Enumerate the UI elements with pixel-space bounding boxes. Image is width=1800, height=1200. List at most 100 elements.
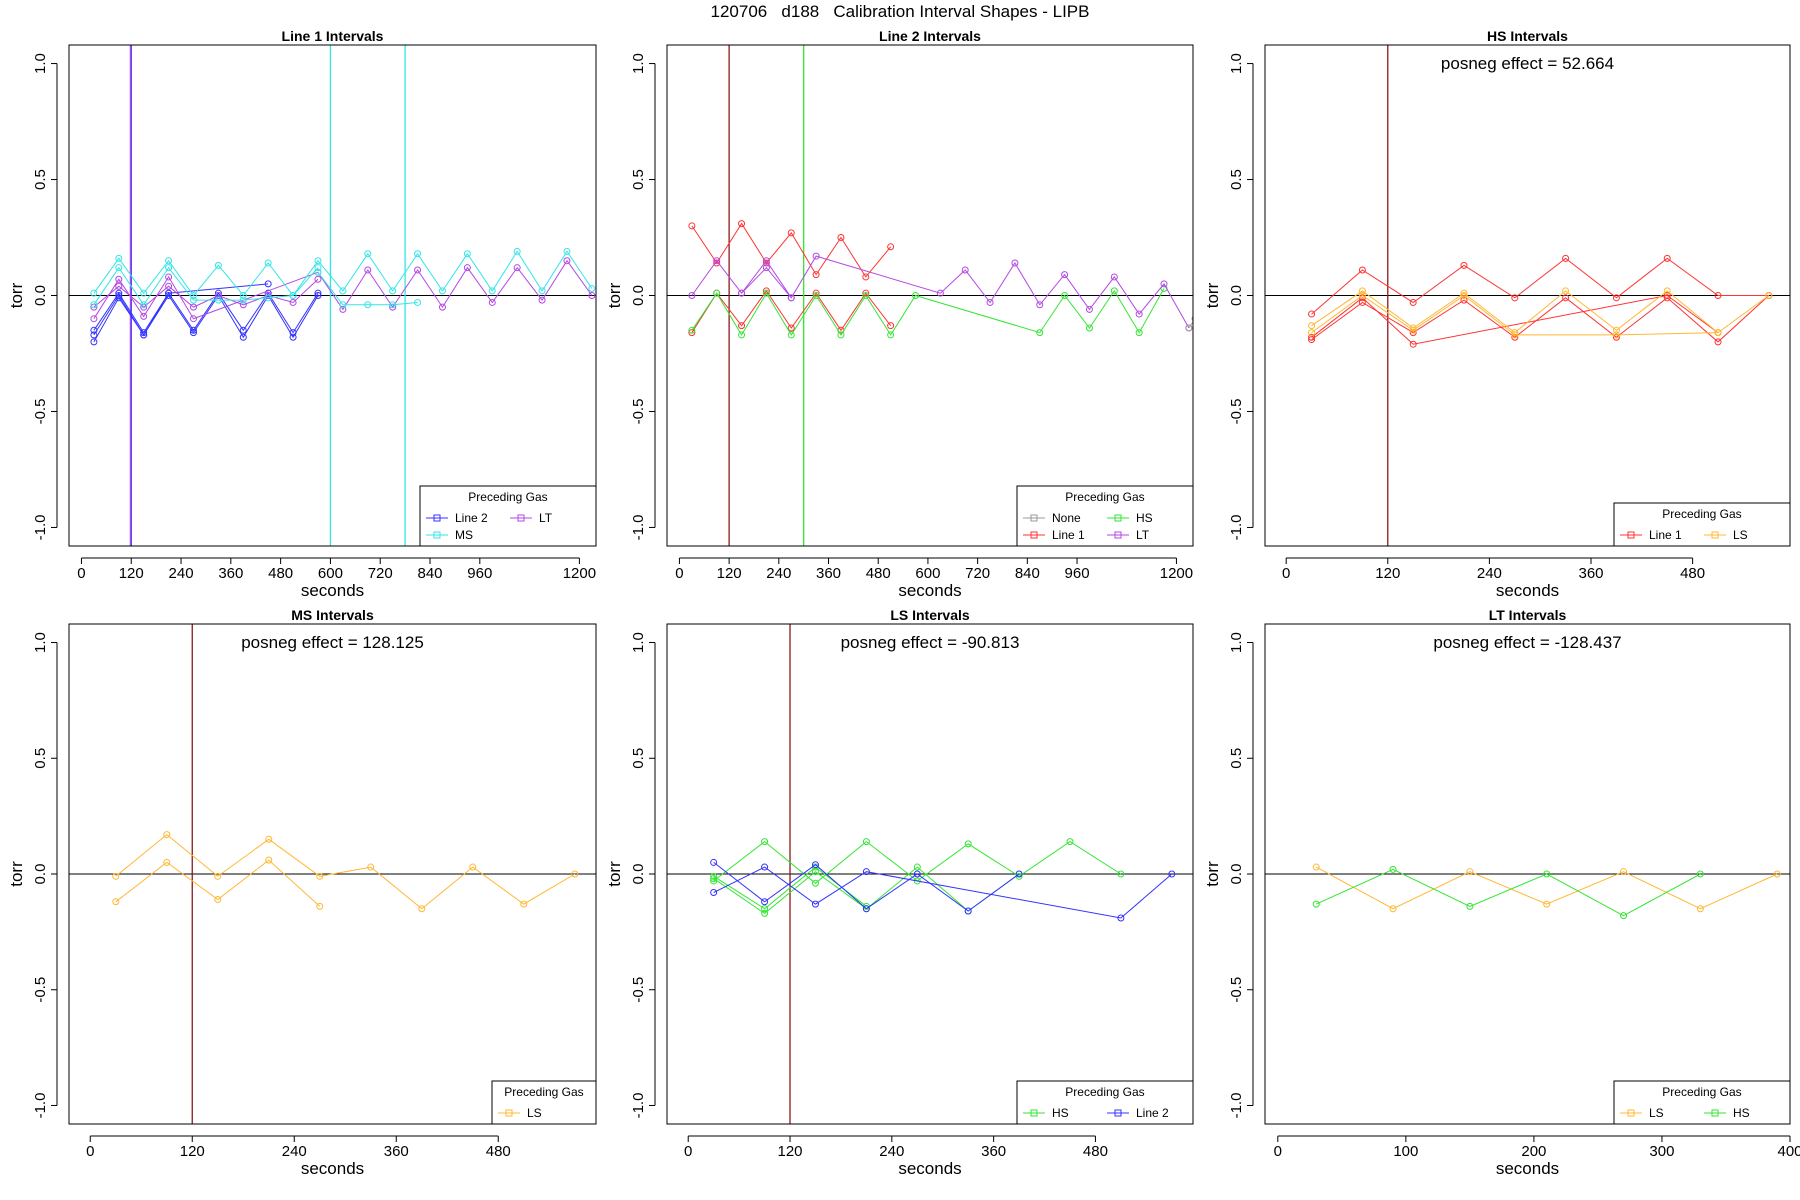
panel-ms-intervals: MS Intervals 0 120 240 360 480 seconds -1.0 -0.5… <box>7 607 597 1178</box>
legend-title: Preceding Gas <box>1065 1085 1144 1099</box>
plot-area <box>1308 254 1773 348</box>
legend-label-ls: LS <box>1733 528 1748 542</box>
data-point <box>115 282 123 290</box>
y-tick-label: 0.0 <box>32 864 49 885</box>
data-point <box>140 289 148 297</box>
data-point <box>414 250 422 258</box>
series-line-line-1 <box>1311 257 1769 315</box>
data-point <box>1312 900 1320 908</box>
panel-line-1-intervals: Line 1 Intervals 0 120 240 360 480 600 720 840 96… <box>7 28 597 600</box>
y-tick-label: -1.0 <box>1228 1093 1245 1119</box>
legend: Preceding Gas None HS Line 1 LT <box>1016 485 1194 547</box>
data-point <box>389 303 397 311</box>
data-point <box>1085 324 1093 332</box>
data-point <box>314 292 322 299</box>
data-point <box>1135 329 1143 337</box>
series-line-ls <box>1311 294 1719 336</box>
x-tick-label: 360 <box>218 565 243 582</box>
legend-swatch-marker <box>1711 531 1719 539</box>
data-point <box>389 301 397 309</box>
data-point <box>812 271 820 279</box>
data-point <box>837 331 845 339</box>
data-point <box>115 294 123 302</box>
data-point <box>563 257 571 265</box>
legend-title: Preceding Gas <box>504 1085 583 1099</box>
y-axis-label: torr <box>7 282 26 308</box>
legend-box <box>491 1080 597 1125</box>
series-line-line-2 <box>93 292 319 334</box>
x-tick-label: 840 <box>418 565 443 582</box>
x-tick-label: 840 <box>1015 565 1040 582</box>
plot-frame <box>666 623 1194 1125</box>
data-point <box>112 898 120 906</box>
legend-swatch-marker <box>1030 514 1038 522</box>
data-point <box>1036 301 1044 309</box>
data-point <box>738 289 746 297</box>
data-point <box>165 289 173 297</box>
data-point <box>1061 271 1069 279</box>
data-point <box>140 331 148 339</box>
data-point <box>189 315 197 323</box>
data-point <box>1714 329 1722 337</box>
x-tick-label: 960 <box>467 565 492 582</box>
data-point <box>887 243 895 251</box>
data-point <box>688 326 696 334</box>
y-tick-label: 0.0 <box>32 285 49 306</box>
data-point <box>140 312 148 320</box>
data-point <box>964 840 972 848</box>
series-line-hs <box>691 288 1165 336</box>
x-tick-label: 360 <box>1578 565 1603 582</box>
data-point <box>862 838 870 846</box>
legend-box <box>1016 485 1194 547</box>
data-point <box>265 856 273 864</box>
series-line-line-2 <box>713 866 1173 919</box>
data-point <box>115 264 123 272</box>
data-point <box>1511 331 1519 339</box>
data-point <box>1620 868 1628 876</box>
data-point <box>115 275 123 283</box>
data-point <box>389 287 397 295</box>
data-point <box>986 298 994 306</box>
legend-label-ms: MS <box>455 528 473 542</box>
y-tick-label: 1.0 <box>630 53 647 74</box>
series-line-ls <box>115 833 576 910</box>
legend-title: Preceding Gas <box>1065 490 1144 504</box>
data-point <box>214 292 222 299</box>
y-axis-label: torr <box>7 861 26 887</box>
legend-swatch-marker <box>1030 1109 1038 1117</box>
panel-line-2-intervals: Line 2 Intervals 0 120 240 360 480 600 720 840 96… <box>605 28 1194 600</box>
data-point <box>1612 333 1620 341</box>
data-point <box>189 303 197 311</box>
data-point <box>1308 310 1316 318</box>
x-tick-label: 480 <box>268 565 293 582</box>
data-point <box>1543 870 1551 878</box>
data-point <box>787 331 795 339</box>
data-point <box>862 905 870 913</box>
x-axis-label: seconds <box>898 1159 961 1178</box>
data-point <box>165 273 173 281</box>
panel-title: MS Intervals <box>291 607 374 623</box>
y-axis-label: torr <box>605 282 624 308</box>
data-point <box>1015 870 1023 878</box>
y-tick-label: 0.5 <box>630 169 647 190</box>
data-point <box>214 895 222 903</box>
data-point <box>1389 865 1397 873</box>
y-tick-label: 0.5 <box>630 748 647 769</box>
data-point <box>314 268 322 276</box>
data-point <box>1765 292 1773 299</box>
y-axis-label: torr <box>605 861 624 887</box>
legend-swatch-marker <box>1627 1109 1635 1117</box>
data-point <box>1085 305 1093 313</box>
y-tick-label: -0.5 <box>630 977 647 1003</box>
legend-swatch-marker <box>1030 531 1038 539</box>
x-axis-label: seconds <box>1496 1159 1559 1178</box>
legend-label-ls: LS <box>1649 1106 1664 1120</box>
data-point <box>463 264 471 272</box>
x-axis-label: seconds <box>301 1159 364 1178</box>
data-point <box>163 858 171 866</box>
data-point <box>1066 838 1074 846</box>
y-tick-label: 1.0 <box>630 632 647 653</box>
data-point <box>264 292 272 299</box>
data-point <box>837 234 845 242</box>
y-tick-label: 0.0 <box>1228 285 1245 306</box>
